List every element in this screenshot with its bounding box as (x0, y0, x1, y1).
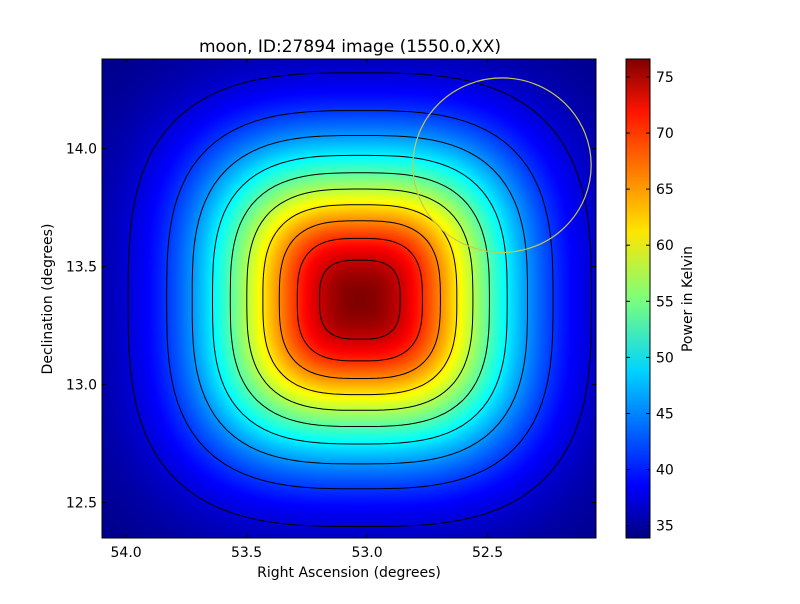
colorbar-tick-label: 60 (656, 238, 674, 254)
colorbar-tick-label: 50 (656, 350, 674, 366)
contour-line (166, 110, 554, 490)
x-axis-ticks: 54.0 53.5 53.0 52.5 (111, 59, 503, 561)
y-tick-label: 12.5 (66, 496, 97, 512)
contour-line (127, 72, 592, 527)
contour-line (262, 204, 458, 396)
colorbar-tick-label: 55 (656, 294, 674, 310)
x-tick-label: 52.5 (472, 545, 503, 561)
contour-line (246, 188, 474, 411)
contour-lines (127, 72, 592, 527)
x-tick-label: 54.0 (111, 545, 142, 561)
contour-line (296, 237, 423, 362)
contour-line (191, 135, 528, 465)
colorbar-tick-label: 35 (656, 519, 674, 535)
contour-line (229, 172, 490, 427)
x-axis-label: Right Ascension (degrees) (257, 565, 441, 581)
contour-line (212, 154, 508, 445)
colorbar-ticks: 35 40 45 50 55 60 65 70 75 (626, 70, 674, 535)
contour-line (278, 220, 441, 379)
colorbar-tick-label: 45 (656, 406, 674, 422)
y-tick-label: 14.0 (66, 142, 97, 158)
plot-frame (101, 58, 597, 539)
colorbar-tick-label: 75 (656, 70, 674, 86)
chart-title: moon, ID:27894 image (1550.0,XX) (199, 37, 501, 57)
x-tick-label: 53.0 (351, 545, 382, 561)
x-tick-label: 53.5 (231, 545, 262, 561)
y-axis-label: Declination (degrees) (40, 224, 56, 375)
colorbar-label: Power in Kelvin (680, 246, 696, 352)
y-axis-ticks: 12.5 13.0 13.5 14.0 (66, 142, 596, 512)
y-tick-label: 13.5 (66, 260, 97, 276)
beam-circle (412, 77, 592, 254)
y-tick-label: 13.0 (66, 378, 97, 394)
colorbar-tick-label: 70 (656, 126, 674, 142)
contour-line (319, 259, 401, 340)
colorbar (625, 58, 651, 539)
heatmap-image (102, 59, 596, 538)
colorbar-tick-label: 40 (656, 463, 674, 479)
colorbar-tick-label: 65 (656, 182, 674, 198)
